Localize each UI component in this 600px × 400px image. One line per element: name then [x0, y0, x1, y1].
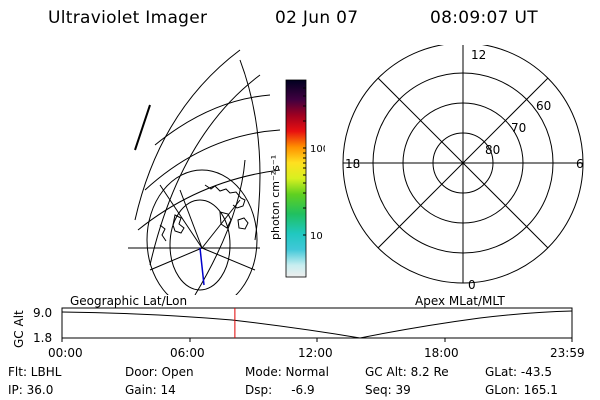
status-glat: GLat: -43.5 [485, 365, 552, 379]
coastline-fragment [204, 184, 246, 209]
map-ellipse [146, 169, 258, 295]
map-meridian [201, 247, 256, 271]
map-meridian [149, 247, 203, 271]
map-ellipse [169, 199, 231, 291]
x-tick-1: 06:00 [170, 346, 205, 360]
instrument-title: Ultraviolet Imager [48, 8, 208, 28]
polar-label-left: 18 [345, 157, 360, 171]
polar-label-bottom: 0 [468, 278, 476, 292]
map-arc-line [194, 159, 246, 295]
status-ip: IP: 36.0 [8, 383, 54, 397]
altitude-timeline: GC Alt 9.0 1.8 [12, 306, 573, 348]
x-tick-0: 00:00 [48, 346, 83, 360]
coastline-fragment [219, 211, 232, 229]
map-arc-line [239, 59, 261, 241]
polar-lat-80: 80 [485, 143, 500, 157]
altitude-curve [61, 310, 573, 339]
status-gc-alt: GC Alt: 8.2 Re [365, 365, 449, 379]
blue-meridian [199, 247, 205, 286]
status-dsp: Dsp: -6.9 [245, 383, 315, 397]
color-bar: 100 10 photon cm⁻²s⁻¹ [269, 79, 325, 278]
status-mode: Mode: Normal [245, 365, 329, 379]
x-tick-4: 23:59 [550, 346, 585, 360]
x-tick-2: 12:00 [298, 346, 333, 360]
color-scale [285, 79, 307, 278]
status-seq: Seq: 39 [365, 383, 411, 397]
timeline-ticks [61, 338, 573, 342]
map-arc-line [134, 49, 241, 221]
status-gain: Gain: 14 [125, 383, 176, 397]
polar-lat-60: 60 [536, 99, 551, 113]
map-arc-line [149, 74, 261, 266]
colorbar-tick-10: 10 [310, 231, 323, 242]
coastline-fragment [237, 217, 249, 230]
geographic-map [128, 49, 280, 295]
geographic-label: Geographic Lat/Lon [70, 294, 188, 308]
polar-plot: 12 18 6 0 60 70 80 [342, 45, 584, 292]
time-label: 08:09:07 UT [430, 8, 538, 28]
map-arc-line [154, 94, 271, 146]
status-glon: GLon: 165.1 [485, 383, 558, 397]
status-filter: Flt: LBHL [8, 365, 62, 379]
timeline-y-max: 9.0 [33, 306, 52, 320]
coastline-fragment [172, 214, 185, 234]
timeline-frame [61, 307, 573, 339]
colorbar-unit-label: photon cm⁻²s⁻¹ [269, 155, 282, 240]
map-arc-line [137, 169, 280, 231]
map-arc-line [144, 129, 280, 191]
coastline-fragment [159, 224, 167, 242]
polar-lat-70: 70 [511, 121, 526, 135]
colorbar-tick-100: 100 [310, 144, 325, 155]
date-label: 02 Jun 07 [275, 8, 359, 28]
polar-label-right: 6 [576, 157, 584, 171]
colorbar-ticks [303, 87, 306, 236]
polar-label-top: 12 [471, 48, 486, 62]
map-meridian [159, 184, 203, 249]
timeline-y-min: 1.8 [33, 331, 52, 345]
status-door: Door: Open [125, 365, 194, 379]
timeline-axis-title: GC Alt [12, 310, 26, 348]
apex-label: Apex MLat/MLT [415, 294, 505, 308]
coastline-fragment [134, 104, 151, 151]
x-tick-3: 18:00 [424, 346, 459, 360]
polar-diagonal [377, 77, 549, 249]
map-meridian [179, 189, 203, 249]
